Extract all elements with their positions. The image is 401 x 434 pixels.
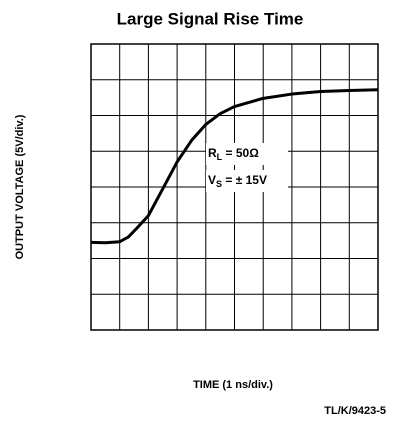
y-axis-label: OUTPUT VOLTAGE (5V/div.)	[14, 114, 26, 259]
plot-frame	[90, 43, 379, 331]
annotation-main: V	[208, 173, 216, 187]
annotation-bg	[206, 143, 288, 165]
annotation-bg	[206, 170, 288, 192]
annotation-rest: = ± 15V	[222, 173, 267, 187]
chart-title: Large Signal Rise Time	[117, 9, 304, 28]
x-axis-label: TIME (1 ns/div.)	[193, 379, 273, 391]
annotation-sub: S	[216, 179, 222, 189]
annotation-main: R	[208, 146, 217, 160]
annotation: VS = ± 15V	[208, 173, 267, 189]
footer: TL/K/9423-5	[324, 405, 386, 417]
annotation: RL = 50Ω	[208, 146, 259, 162]
annotation-rest: = 50Ω	[222, 146, 259, 160]
signal-line	[90, 88, 379, 245]
annotation-sub: L	[217, 152, 223, 162]
